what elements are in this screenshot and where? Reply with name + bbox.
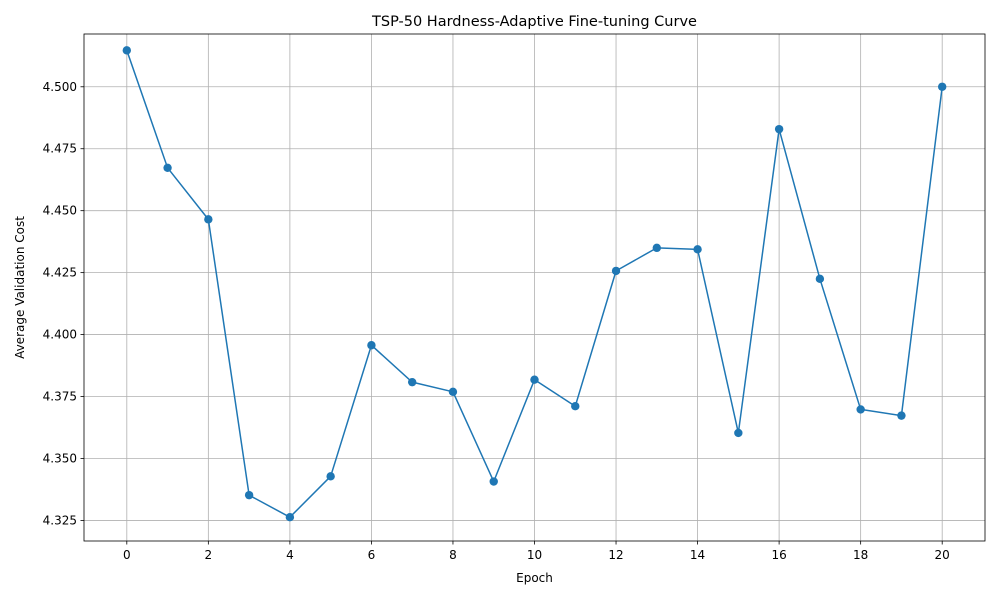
data-point bbox=[448, 387, 458, 397]
x-tick-label: 2 bbox=[205, 548, 213, 562]
y-tick-label: 4.350 bbox=[43, 451, 77, 465]
y-axis-label: Average Validation Cost bbox=[13, 216, 27, 359]
x-tick-label: 0 bbox=[123, 548, 131, 562]
data-point bbox=[163, 163, 172, 173]
x-tick-label: 16 bbox=[771, 548, 786, 562]
y-tick-label: 4.375 bbox=[43, 390, 77, 404]
data-point bbox=[285, 513, 295, 522]
data-point bbox=[774, 124, 784, 134]
data-point bbox=[611, 266, 621, 276]
data-point bbox=[693, 245, 702, 254]
x-tick-label: 8 bbox=[449, 548, 457, 562]
x-tick-label: 12 bbox=[608, 548, 623, 562]
y-tick-label: 4.425 bbox=[43, 266, 77, 280]
x-tick-label: 4 bbox=[286, 548, 294, 562]
data-point bbox=[407, 377, 417, 387]
data-point bbox=[122, 46, 132, 55]
data-point bbox=[244, 490, 254, 500]
y-axis: 4.325 4.350 4.375 4.400 4.425 4.450 4.475 4.500 bbox=[43, 80, 84, 527]
y-tick-label: 4.500 bbox=[43, 80, 77, 94]
data-point bbox=[204, 215, 213, 224]
y-tick-label: 4.400 bbox=[43, 328, 77, 342]
data-point bbox=[815, 274, 825, 284]
chart-title: TSP-50 Hardness-Adaptive Fine-tuning Cur… bbox=[371, 14, 697, 30]
data-point bbox=[652, 243, 662, 253]
data-point bbox=[897, 411, 906, 420]
x-tick-label: 6 bbox=[368, 548, 376, 562]
x-tick-label: 14 bbox=[690, 548, 705, 562]
y-tick-label: 4.450 bbox=[43, 204, 77, 218]
x-tick-label: 10 bbox=[527, 548, 542, 562]
data-point bbox=[367, 341, 376, 350]
data-point bbox=[489, 477, 498, 486]
x-tick-label: 18 bbox=[853, 548, 868, 562]
data-point bbox=[530, 375, 539, 384]
data-point bbox=[937, 82, 947, 91]
data-point bbox=[856, 405, 865, 414]
data-point bbox=[734, 428, 743, 438]
data-point bbox=[571, 401, 580, 411]
grid-lines bbox=[84, 34, 985, 541]
y-tick-label: 4.325 bbox=[43, 513, 77, 527]
data-point bbox=[326, 472, 335, 481]
y-tick-label: 4.475 bbox=[43, 142, 77, 156]
x-axis-label: Epoch bbox=[516, 571, 553, 585]
x-tick-label: 20 bbox=[935, 548, 950, 562]
series-group bbox=[122, 46, 947, 522]
x-axis: 0 2 4 6 8 10 12 14 16 18 20 bbox=[123, 541, 950, 562]
